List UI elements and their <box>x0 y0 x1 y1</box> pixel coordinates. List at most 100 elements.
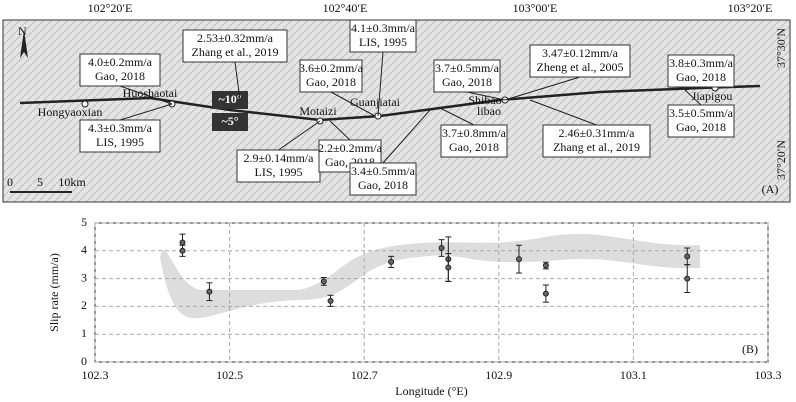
data-point <box>320 278 327 285</box>
rate-box <box>667 104 735 138</box>
rate-box <box>440 124 508 158</box>
place-label: Shibao <box>468 93 501 107</box>
rate-source: LIS, 1995 <box>96 135 144 149</box>
rate-value: 2.53±0.32mm/a <box>197 31 274 45</box>
rate-box <box>349 162 417 196</box>
rate-box <box>529 44 631 78</box>
data-point <box>388 258 395 265</box>
lon-label: 103°00′E <box>513 1 558 15</box>
data-point <box>445 264 452 271</box>
north-arrow-shape <box>20 30 28 58</box>
rate-source: Gao, 2018 <box>358 178 408 192</box>
rate-box <box>236 149 321 183</box>
place-label: Huoshaotai <box>123 86 178 100</box>
scale-label: 10km <box>58 175 86 189</box>
rate-value: 2.46±0.31mm/a <box>559 126 636 140</box>
rate-box <box>542 124 651 158</box>
rate-value: 3.8±0.3mm/a <box>669 56 734 70</box>
rate-source: Gao, 2018 <box>95 69 145 83</box>
rate-value: 3.6±0.2mm/a <box>299 61 364 75</box>
north-arrow: N <box>18 24 27 38</box>
leader-line <box>504 76 581 101</box>
rate-value: 3.7±0.8mm/a <box>442 126 507 140</box>
data-point <box>515 256 522 263</box>
lat-label: 37°20′N <box>774 140 788 180</box>
rate-value: 3.7±0.5mm/a <box>435 61 500 75</box>
place-label: Hongyaoxian <box>38 105 103 119</box>
place-label: Jiapigou <box>692 89 733 103</box>
rate-source: Gao, 2018 <box>676 120 726 134</box>
data-point <box>327 297 334 304</box>
rate-source: Zheng et al., 2005 <box>537 60 624 74</box>
rate-box <box>79 53 161 87</box>
leader-line <box>466 91 506 101</box>
rate-source: Gao, 2018 <box>442 75 492 89</box>
leader-line <box>382 109 431 164</box>
data-point <box>438 245 445 252</box>
lat-label: 37°30′N <box>774 28 788 68</box>
x-tick-label: 102.3 <box>82 368 109 382</box>
rate-source: Gao, 2018 <box>449 140 499 154</box>
rate-value: 2.9±0.14mm/a <box>244 151 315 165</box>
x-tick-label: 102.7 <box>351 368 378 382</box>
rate-value: 4.3±0.3mm/a <box>88 121 153 135</box>
scale-label: 0 <box>7 175 13 189</box>
rate-source: LIS, 1995 <box>359 35 407 49</box>
leader-line <box>278 120 321 151</box>
rate-value: 2.2±0.2mm/a <box>318 141 383 155</box>
data-point <box>206 288 213 295</box>
data-point <box>179 247 186 254</box>
rate-source: Zhang et al., 2019 <box>192 45 279 59</box>
rate-source: Gao, 2018 <box>306 75 356 89</box>
leader-line <box>684 89 702 106</box>
rate-value: 4.1±0.3mm/a <box>351 21 416 35</box>
rate-value: 4.0±0.2mm/a <box>88 55 153 69</box>
rate-value: 3.47±0.12mm/a <box>542 46 619 60</box>
y-tick-label: 2 <box>81 298 87 312</box>
leader-line <box>119 85 173 105</box>
angle-box <box>212 113 248 131</box>
x-tick-label: 102.5 <box>216 368 243 382</box>
leader-line <box>377 51 384 117</box>
data-point <box>542 262 549 269</box>
lon-label: 103°20′E <box>728 1 773 15</box>
angle-label: ~5° <box>221 114 238 128</box>
data-point <box>179 239 186 246</box>
y-tick-label: 1 <box>81 326 87 340</box>
leader-line <box>329 120 351 141</box>
panel-label: (B) <box>742 342 758 356</box>
y-tick-label: 4 <box>81 243 87 257</box>
angle-label: ~10° <box>218 92 241 106</box>
rate-box <box>79 119 161 153</box>
fault-line <box>19 84 761 122</box>
rate-value: 3.5±0.5mm/a <box>669 106 734 120</box>
place-label: libao <box>477 104 501 118</box>
leader-line <box>439 107 475 126</box>
place-label: Motaizi <box>299 104 337 118</box>
rate-source: Gao, 2018 <box>676 70 726 84</box>
rate-value: 3.4±0.5mm/a <box>351 164 416 178</box>
data-point <box>684 253 691 260</box>
place-label: Guanjiatai <box>350 95 401 109</box>
y-tick-label: 0 <box>81 354 87 368</box>
lon-label: 102°40′E <box>323 1 368 15</box>
leader-line <box>529 99 597 126</box>
data-point <box>542 290 549 297</box>
y-axis-label: Slip rate (mm/a) <box>47 253 61 332</box>
rate-box <box>299 59 363 93</box>
lon-label: 102°20′E <box>88 1 133 15</box>
rate-source: LIS, 1995 <box>255 165 303 179</box>
x-axis-label: Longitude (°E) <box>395 384 467 398</box>
x-tick-label: 103.3 <box>755 368 782 382</box>
y-tick-label: 3 <box>81 270 87 284</box>
data-point <box>684 275 691 282</box>
rate-box <box>349 19 417 53</box>
leader-line <box>119 103 173 121</box>
rate-box <box>667 54 735 88</box>
scale-label: 5 <box>37 175 43 189</box>
x-tick-label: 103.1 <box>620 368 647 382</box>
rate-box <box>182 29 288 63</box>
leader-line <box>234 61 241 101</box>
y-tick-label: 5 <box>81 215 87 229</box>
